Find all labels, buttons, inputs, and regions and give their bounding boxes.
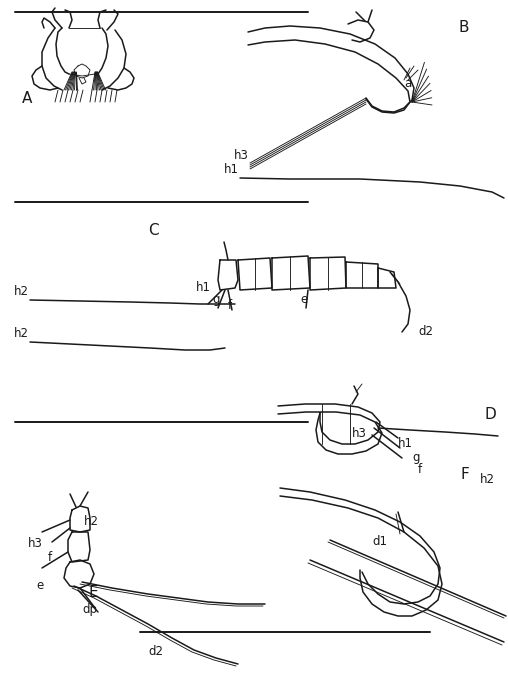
- Text: f: f: [418, 463, 422, 476]
- Text: h3: h3: [352, 427, 367, 440]
- Text: d1: d1: [372, 535, 387, 548]
- Text: d2: d2: [418, 325, 433, 338]
- Text: dp: dp: [82, 603, 97, 616]
- Text: d2: d2: [148, 645, 163, 658]
- Text: h1: h1: [196, 281, 211, 294]
- Text: B: B: [458, 20, 468, 35]
- Text: e: e: [36, 579, 43, 592]
- Text: g: g: [412, 451, 420, 464]
- Text: h2: h2: [14, 327, 29, 340]
- Text: h1: h1: [224, 163, 239, 176]
- Text: f: f: [228, 299, 232, 312]
- Text: F: F: [460, 467, 469, 482]
- Text: h2: h2: [84, 515, 99, 528]
- Text: h3: h3: [28, 537, 43, 550]
- Text: C: C: [148, 223, 158, 238]
- Text: h2: h2: [14, 285, 29, 298]
- Text: h2: h2: [480, 473, 495, 486]
- Text: h3: h3: [234, 149, 249, 162]
- Text: E: E: [88, 585, 98, 600]
- Text: D: D: [484, 407, 496, 422]
- Text: f: f: [48, 551, 52, 564]
- Text: a: a: [404, 77, 411, 90]
- Text: e: e: [300, 293, 307, 306]
- Text: A: A: [22, 91, 33, 106]
- Text: h1: h1: [398, 437, 413, 450]
- Text: g: g: [212, 293, 219, 306]
